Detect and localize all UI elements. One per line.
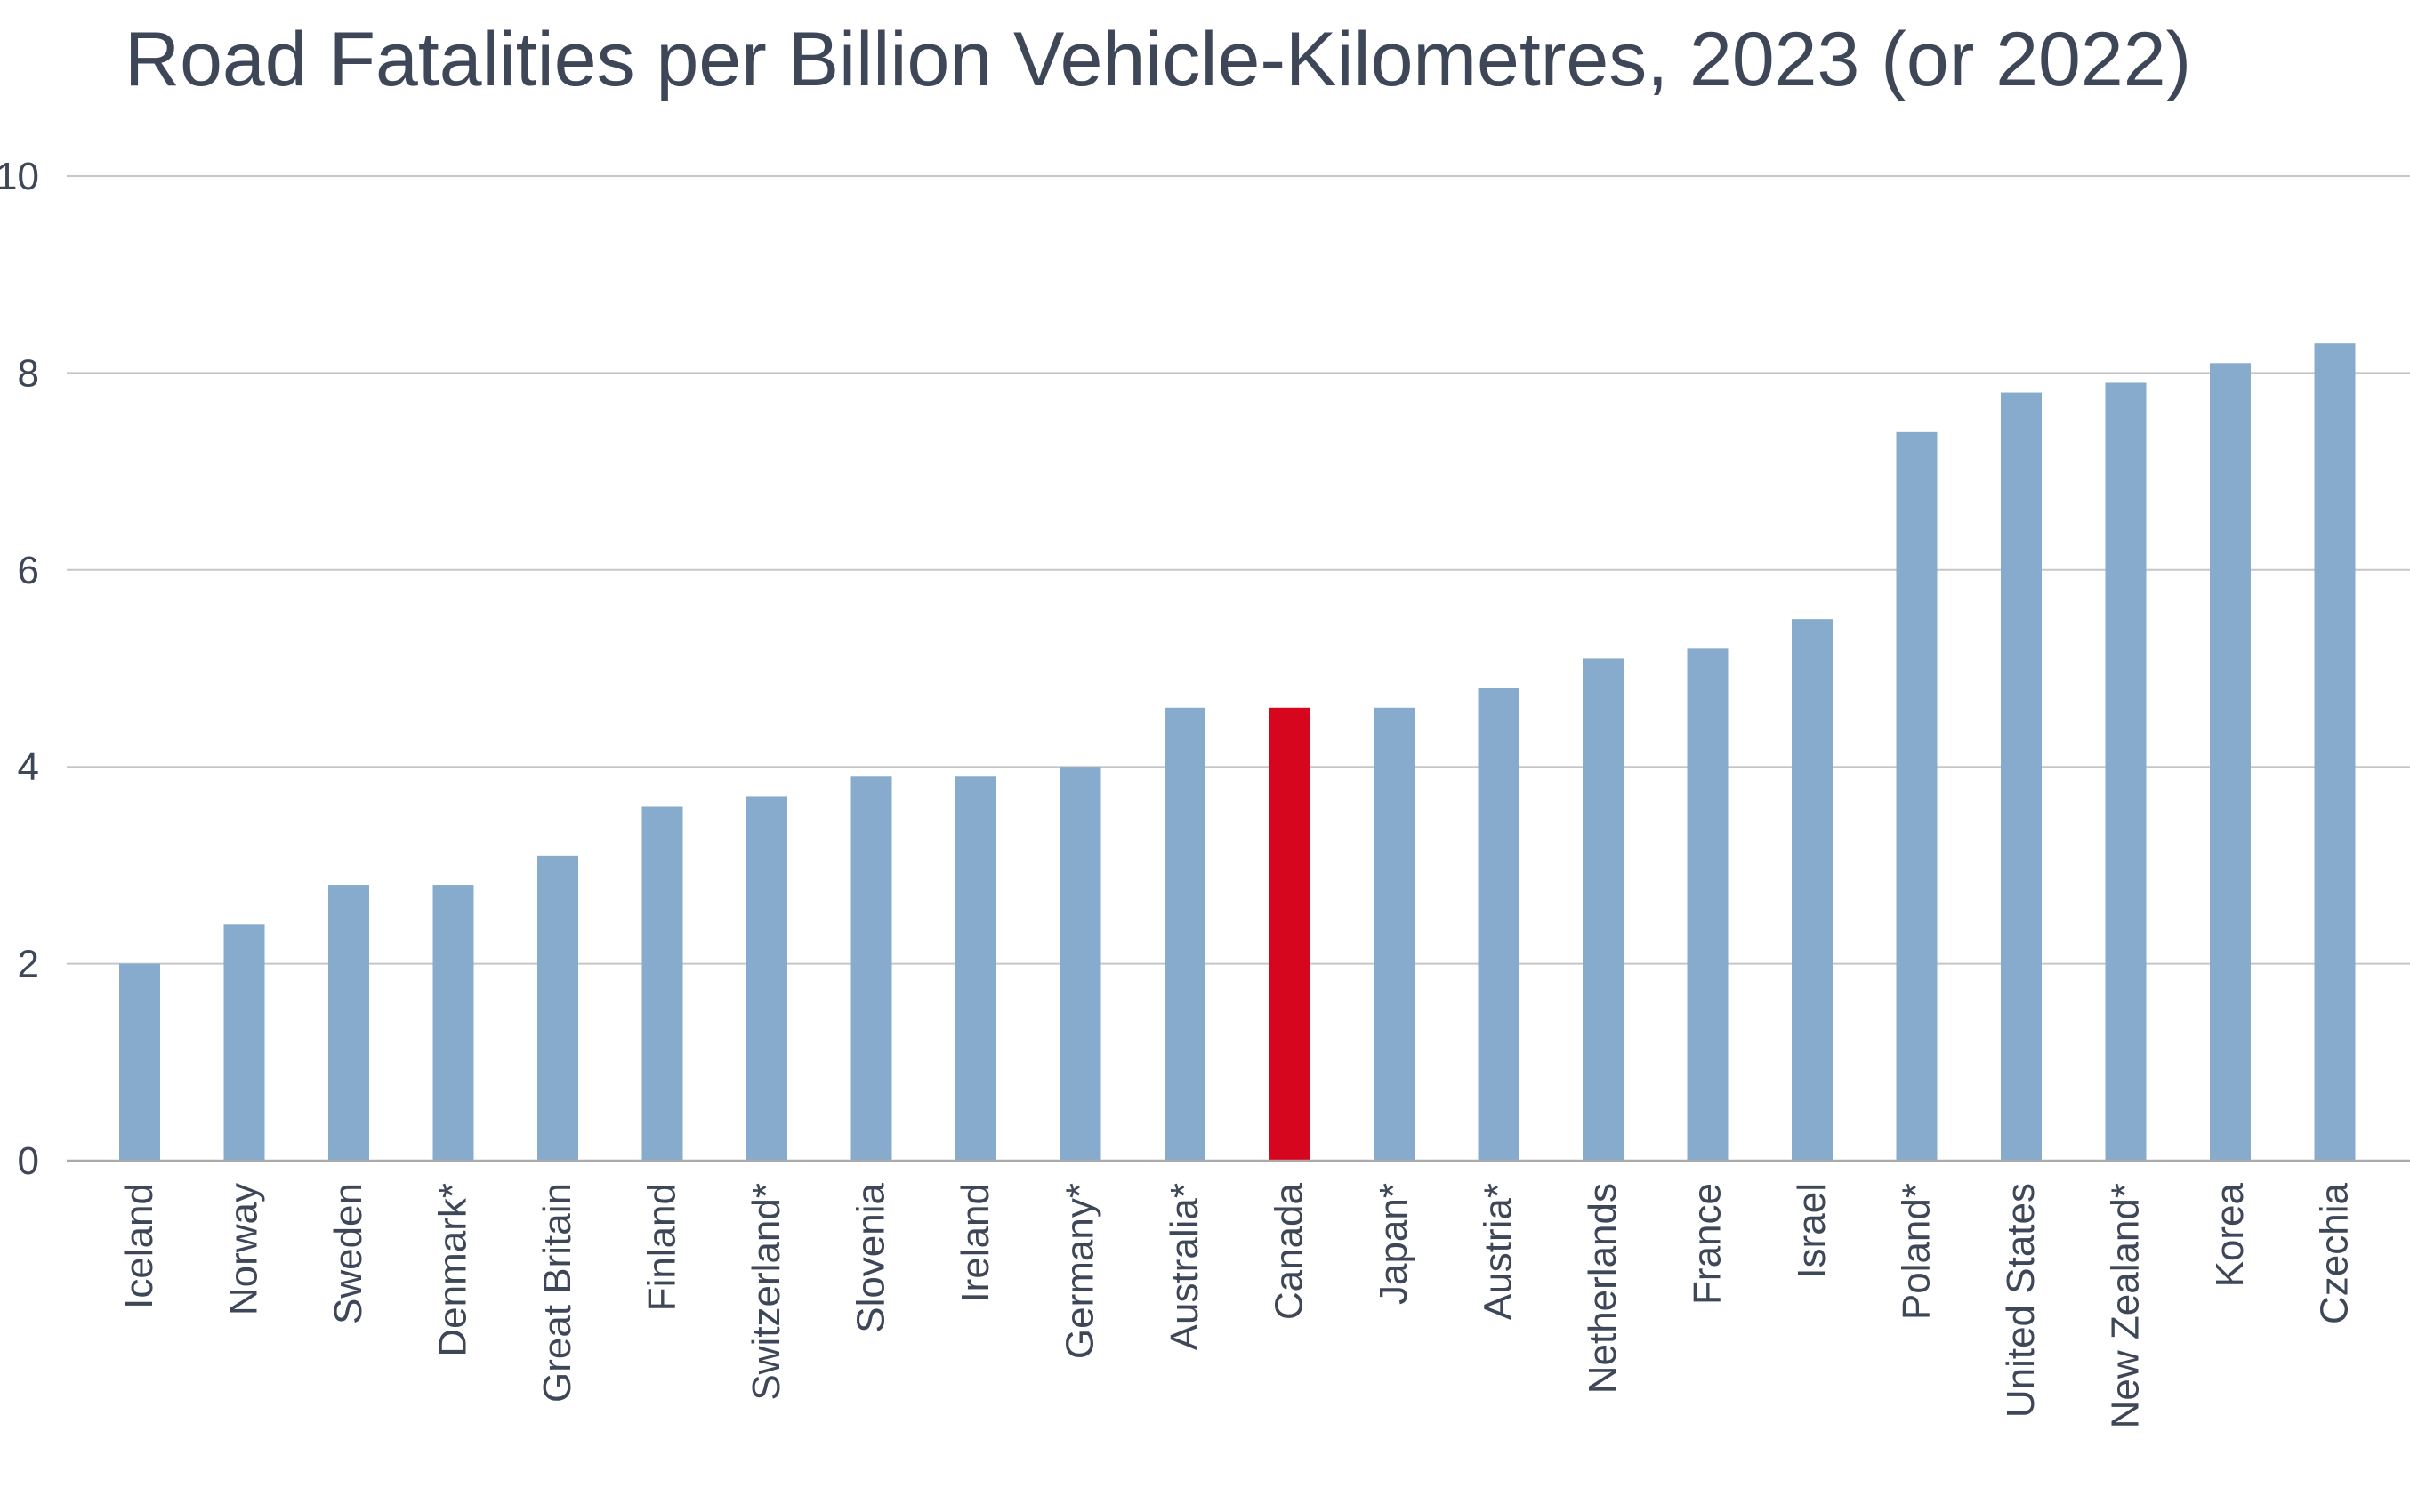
x-tick-label-france: France bbox=[1686, 1183, 1729, 1305]
bar-iceland bbox=[119, 963, 160, 1161]
x-tick-label-czechia: Czechia bbox=[2313, 1182, 2357, 1323]
x-tick-label-finland: Finland bbox=[641, 1183, 684, 1311]
bar-germany bbox=[1060, 767, 1101, 1161]
x-tick-label-slovenia: Slovenia bbox=[850, 1182, 893, 1332]
x-tick-label-austria: Austria* bbox=[1477, 1183, 1520, 1320]
x-tick-label-sweden: Sweden bbox=[326, 1183, 370, 1324]
y-tick-label-6: 6 bbox=[18, 549, 39, 592]
bar-canada bbox=[1269, 707, 1310, 1161]
x-tick-label-germany: Germany* bbox=[1059, 1183, 1102, 1359]
chart-title: Road Fatalities per Billion Vehicle-Kilo… bbox=[125, 17, 2191, 102]
x-tick-label-israel: Israel bbox=[1790, 1183, 1834, 1279]
bar-israel bbox=[1792, 619, 1833, 1161]
x-tick-label-canada: Canada bbox=[1268, 1182, 1311, 1320]
bar-denmark bbox=[432, 885, 474, 1161]
bar-united-states bbox=[2001, 392, 2042, 1161]
x-tick-label-australia: Australia* bbox=[1163, 1183, 1206, 1350]
x-tick-label-new-zealand: New Zealand* bbox=[2104, 1183, 2148, 1428]
y-axis-ticks: 0 2 4 6 8 10 bbox=[0, 155, 39, 1183]
x-tick-label-iceland: Iceland bbox=[117, 1183, 161, 1309]
y-tick-label-10: 10 bbox=[0, 155, 39, 198]
y-tick-label-0: 0 bbox=[18, 1139, 39, 1183]
x-tick-label-japan: Japan* bbox=[1372, 1183, 1415, 1305]
bar-austria bbox=[1478, 688, 1519, 1161]
bar-new-zealand bbox=[2105, 382, 2147, 1162]
x-tick-label-ireland: Ireland bbox=[954, 1183, 997, 1303]
bar-switzerland bbox=[746, 796, 787, 1161]
x-tick-label-poland: Poland* bbox=[1895, 1183, 1938, 1320]
bar-czechia bbox=[2314, 343, 2356, 1161]
gridlines bbox=[67, 175, 2410, 965]
x-axis-labels: Iceland Norway Sweden Denmark* Great Britain… bbox=[117, 1182, 2357, 1428]
bar-slovenia bbox=[850, 776, 892, 1161]
x-tick-label-united-states: United States bbox=[1999, 1183, 2043, 1418]
y-tick-label-4: 4 bbox=[18, 745, 39, 789]
bar-norway bbox=[223, 924, 265, 1161]
bar-finland bbox=[641, 806, 683, 1161]
bar-poland bbox=[1896, 431, 1938, 1161]
bar-japan bbox=[1374, 707, 1415, 1161]
x-tick-label-denmark: Denmark* bbox=[431, 1183, 475, 1357]
bar-sweden bbox=[328, 885, 369, 1161]
y-tick-label-8: 8 bbox=[18, 351, 39, 395]
x-tick-label-norway: Norway bbox=[222, 1183, 266, 1315]
bars bbox=[119, 343, 2356, 1162]
x-tick-label-great-britain: Great Britain bbox=[536, 1183, 579, 1403]
bar-great-britain bbox=[537, 855, 578, 1161]
bar-netherlands bbox=[1583, 658, 1624, 1161]
x-tick-label-netherlands: Netherlands bbox=[1581, 1183, 1624, 1394]
bar-australia bbox=[1165, 707, 1205, 1161]
bar-france bbox=[1687, 648, 1729, 1161]
bar-korea bbox=[2210, 363, 2251, 1162]
y-tick-label-2: 2 bbox=[18, 943, 39, 986]
x-tick-label-korea: Korea bbox=[2208, 1182, 2252, 1287]
x-tick-label-switzerland: Switzerland* bbox=[745, 1183, 788, 1401]
bar-ireland bbox=[955, 776, 996, 1161]
